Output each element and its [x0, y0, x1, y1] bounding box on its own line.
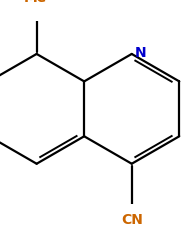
Text: N: N: [135, 46, 146, 60]
Text: CN: CN: [121, 213, 143, 225]
Text: Me: Me: [24, 0, 47, 5]
